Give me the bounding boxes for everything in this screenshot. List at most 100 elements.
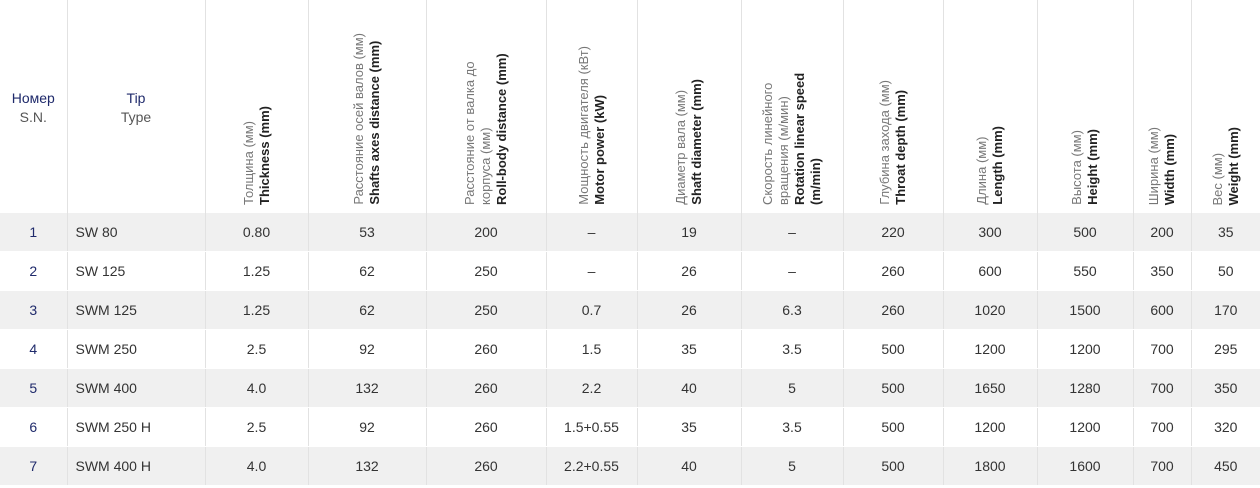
table-cell: 35 <box>637 407 742 447</box>
table-cell: 500 <box>1037 213 1134 252</box>
table-row: 4 SWM 250 2.5 92 260 1.5 35 3.5 500 1200 1200 700 29… <box>0 329 1260 369</box>
header-cell: Расстояние от валка до корпуса (мм) Roll-… <box>426 0 547 213</box>
header-cell: Толщина (мм) Thickness (mm) <box>205 0 309 213</box>
table-cell: 350 <box>1133 251 1192 291</box>
header-cell: Глубина захода (мм) Throat depth (mm) <box>843 0 944 213</box>
header-en: Motor power (kW) <box>591 95 607 205</box>
header-cell: Вес (мм) Weight (mm) <box>1191 0 1260 213</box>
table-cell: 320 <box>1191 407 1260 447</box>
header-ru: Длина (мм) <box>974 136 989 205</box>
header-ru: Tip <box>126 90 146 106</box>
header-cell: Номер S.N. <box>0 0 68 213</box>
header-en: Shaft diameter (mm) <box>689 79 704 205</box>
table-cell: 300 <box>943 213 1038 252</box>
table-cell: 1500 <box>1037 290 1134 330</box>
table-cell: 2 <box>0 251 68 291</box>
header-ru: Толщина (мм) <box>240 121 256 205</box>
header-label: Расстояние осей валов (мм) Shafts axes di… <box>351 33 383 205</box>
table-cell: SWM 250 <box>67 329 206 369</box>
table-cell: 53 <box>308 213 427 252</box>
header-en: Shafts axes distance (mm) <box>367 40 382 205</box>
table-cell: 132 <box>308 368 427 408</box>
table-cell: 4 <box>0 329 68 369</box>
table-cell: 1200 <box>943 329 1038 369</box>
table-cell: 1800 <box>943 446 1038 486</box>
table-cell: 1600 <box>1037 446 1134 486</box>
table-row: 7 SWM 400 H 4.0 132 260 2.2+0.55 40 5 500 1800 160… <box>0 446 1260 486</box>
table-cell: 550 <box>1037 251 1134 291</box>
table-cell: 3.5 <box>741 407 844 447</box>
header-ru: Расстояние от валка до корпуса (мм) <box>462 61 493 205</box>
table-cell: 260 <box>426 407 547 447</box>
table-cell: 2.2 <box>546 368 638 408</box>
header-cell: Tip Type <box>67 0 206 213</box>
header-label: Длина (мм) Length (mm) <box>974 126 1006 205</box>
table-cell: 1200 <box>943 407 1038 447</box>
table-cell: 19 <box>637 213 742 252</box>
header-label: Ширина (мм) Width (mm) <box>1146 127 1178 205</box>
table-cell: – <box>546 213 638 252</box>
header-cell: Расстояние осей валов (мм) Shafts axes di… <box>308 0 427 213</box>
header-cell: Длина (мм) Length (mm) <box>943 0 1038 213</box>
table-cell: 2.2+0.55 <box>546 446 638 486</box>
table-cell: 26 <box>637 290 742 330</box>
table-cell: 0.80 <box>205 213 309 252</box>
table-cell: 220 <box>843 213 944 252</box>
table-cell: 1020 <box>943 290 1038 330</box>
table-cell: 1.5+0.55 <box>546 407 638 447</box>
header-label: Вес (мм) Weight (mm) <box>1210 127 1242 205</box>
table-cell: 500 <box>843 407 944 447</box>
table-cell: 2.5 <box>205 407 309 447</box>
header-ru: Номер <box>11 90 55 106</box>
table-cell: 500 <box>843 368 944 408</box>
header-en: Weight (mm) <box>1225 126 1241 205</box>
header-ru: Расстояние осей валов (мм) <box>351 33 366 205</box>
table-cell: – <box>741 213 844 252</box>
header-label: Глубина захода (мм) Throat depth (mm) <box>877 80 909 205</box>
table-cell: 200 <box>1133 213 1192 252</box>
table-cell: 250 <box>426 251 547 291</box>
table-cell: 40 <box>637 368 742 408</box>
table-cell: 62 <box>308 251 427 291</box>
header-en: Height (mm) <box>1085 129 1100 205</box>
header-label: Высота (мм) Height (mm) <box>1069 129 1101 205</box>
table-cell: 700 <box>1133 407 1192 447</box>
table-cell: 3 <box>0 290 68 330</box>
table-cell: 35 <box>1191 213 1260 252</box>
table-cell: 1280 <box>1037 368 1134 408</box>
table-cell: 40 <box>637 446 742 486</box>
table-cell: 600 <box>943 251 1038 291</box>
table-cell: 700 <box>1133 446 1192 486</box>
header-en: S.N. <box>19 109 47 125</box>
header-label: Расстояние от валка до корпуса (мм) Roll-… <box>462 25 510 205</box>
table-cell: 6 <box>0 407 68 447</box>
table-cell: 450 <box>1191 446 1260 486</box>
table-cell: 250 <box>426 290 547 330</box>
header-en: Throat depth (mm) <box>893 90 908 205</box>
header-en: Roll-body distance (mm) <box>494 53 509 205</box>
table-cell: 50 <box>1191 251 1260 291</box>
table-cell: SW 125 <box>67 251 206 291</box>
table-cell: 92 <box>308 407 427 447</box>
header-ru: Диаметр вала (мм) <box>673 90 688 205</box>
table-cell: 600 <box>1133 290 1192 330</box>
table-row: 3 SWM 125 1.25 62 250 0.7 26 6.3 260 1020 1500 600 1… <box>0 290 1260 330</box>
table-cell: SWM 400 H <box>67 446 206 486</box>
table-cell: 260 <box>426 329 547 369</box>
table-row: 2 SW 125 1.25 62 250–26–260 600 550 350 50 <box>0 251 1260 291</box>
table-cell: 7 <box>0 446 68 486</box>
table-cell: 500 <box>843 329 944 369</box>
header-ru: Вес (мм) <box>1209 152 1225 205</box>
table-row: 5 SWM 400 4.0 132 260 2.2 40 5 500 1650 1280 700 350 <box>0 368 1260 408</box>
table-cell: 1650 <box>943 368 1038 408</box>
header-label: Скорость линейного вращения (м/мин) Rotat… <box>760 25 824 205</box>
table-cell: – <box>546 251 638 291</box>
table-cell: 200 <box>426 213 547 252</box>
table-cell: 260 <box>843 251 944 291</box>
table-cell: 3.5 <box>741 329 844 369</box>
header-en: Rotation linear speed (m/min) <box>792 72 823 205</box>
header-ru: Мощность двигателя (кВт) <box>575 46 591 205</box>
table-cell: 26 <box>637 251 742 291</box>
table-cell: 62 <box>308 290 427 330</box>
